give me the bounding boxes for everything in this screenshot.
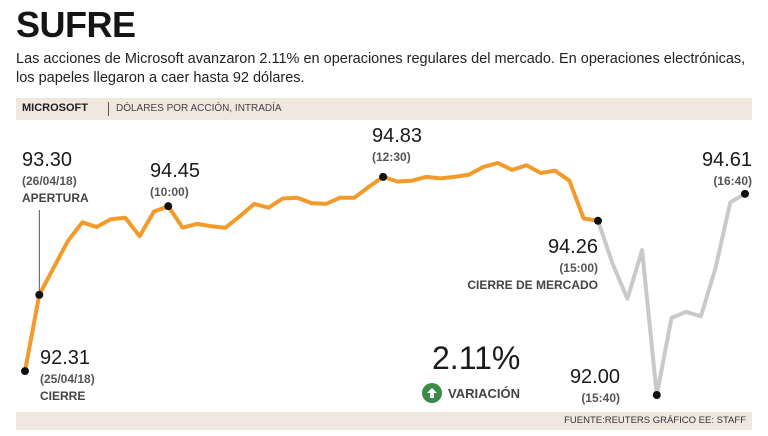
- annotation-value-3: 94.83: [372, 125, 422, 147]
- annotation-caption-4: CIERRE DE MERCADO: [467, 278, 598, 292]
- annotation-caption-0: CIERRE: [40, 389, 85, 403]
- variation-label: VARIACIÓN: [448, 385, 520, 401]
- after-hours-line: [596, 191, 747, 397]
- point-marker-3: [379, 172, 388, 181]
- point-marker-6: [741, 189, 749, 198]
- chart-header-band: MICROSOFT DÓLARES POR ACCIÓN, INTRADÍA: [16, 98, 752, 120]
- chart-subtitle: Las acciones de Microsoft avanzaron 2.11…: [16, 51, 746, 86]
- header-divider: [108, 102, 109, 116]
- annotation-time-1: (26/04/18): [22, 174, 77, 188]
- annotation-value-4: 94.26: [548, 236, 598, 258]
- unit-label: DÓLARES POR ACCIÓN, INTRADÍA: [116, 103, 282, 114]
- annotation-time-3: (12:30): [372, 150, 411, 164]
- point-labels: 92.31 (25/04/18) CIERRE 93.30 (26/04/18) APER…: [22, 125, 752, 405]
- annotation-value-5: 92.00: [570, 366, 620, 388]
- annotation-value-2: 94.45: [150, 160, 200, 182]
- annotation-time-6: (16:40): [713, 174, 752, 188]
- point-marker-2: [164, 202, 173, 211]
- point-markers: [21, 172, 749, 399]
- annotation-time-5: (15:40): [581, 391, 620, 405]
- variation-value: 2.11%: [432, 340, 521, 376]
- arrow-up-icon: [422, 383, 442, 403]
- chart-title: SUFRE: [16, 4, 136, 45]
- annotation-caption-1: APERTURA: [22, 191, 89, 205]
- annotation-value-6: 94.61: [702, 149, 752, 171]
- point-marker-1: [35, 290, 44, 299]
- regular-session-line: [23, 161, 600, 374]
- source-credit: FUENTE:REUTERS GRÁFICO EE: STAFF: [564, 415, 746, 426]
- annotation-time-4: (15:00): [559, 261, 598, 275]
- point-marker-0: [21, 367, 29, 376]
- annotation-value-0: 92.31: [40, 347, 90, 369]
- variation-indicator: VARIACIÓN: [422, 382, 520, 404]
- point-marker-5: [652, 391, 661, 399]
- annotation-time-2: (10:00): [150, 185, 189, 199]
- annotation-time-0: (25/04/18): [40, 372, 95, 386]
- annotation-value-1: 93.30: [22, 149, 72, 171]
- company-label: MICROSOFT: [22, 102, 88, 114]
- point-marker-4: [594, 216, 602, 225]
- footer-band: FUENTE:REUTERS GRÁFICO EE: STAFF: [16, 412, 752, 430]
